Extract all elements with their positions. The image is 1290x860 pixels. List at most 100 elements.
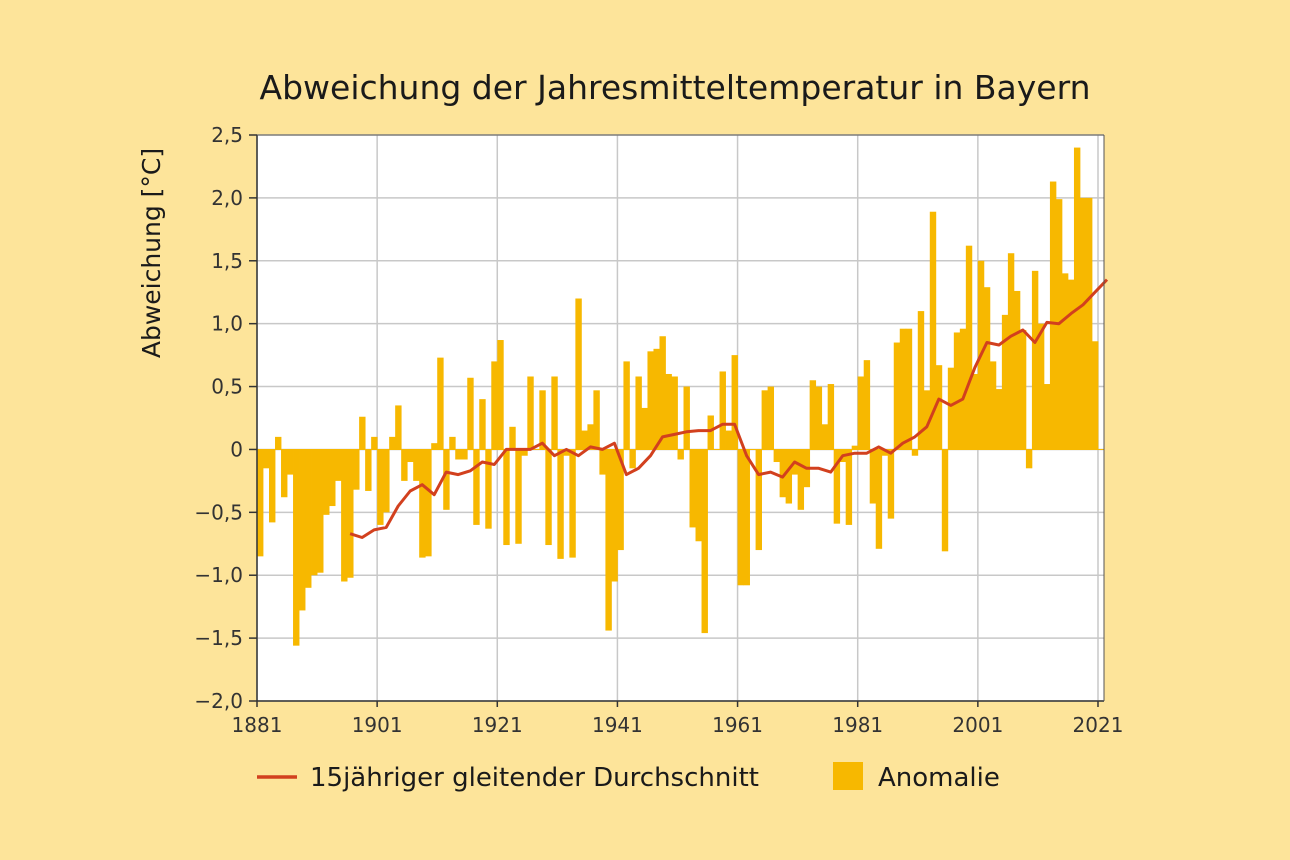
bar-1987 [893, 342, 901, 450]
bar-1888 [299, 449, 306, 611]
x-tick-label: 2021 [1073, 713, 1124, 737]
bar-1889 [305, 449, 312, 588]
bar-1947 [653, 348, 660, 450]
bar-1971 [797, 449, 805, 510]
bar-2006 [1007, 253, 1015, 450]
bar-1935 [581, 430, 588, 450]
legend-bar-swatch [833, 762, 863, 790]
bar-1928 [539, 390, 546, 450]
bar-2007 [1013, 290, 1021, 450]
bar-1910 [431, 443, 438, 450]
bar-2008 [1019, 329, 1027, 450]
bar-1914 [455, 449, 462, 460]
moving-average-line [349, 278, 1109, 539]
bar-1995 [941, 449, 949, 552]
y-tick-label: −1,5 [194, 626, 243, 650]
bar-1881 [257, 449, 264, 557]
bar-1932 [563, 449, 570, 456]
bar-2011 [1037, 323, 1045, 450]
bar-1968 [779, 449, 787, 498]
bar-1954 [695, 449, 702, 542]
bar-1973 [809, 380, 817, 450]
bar-1925 [521, 449, 528, 456]
bar-1929 [545, 449, 552, 546]
x-tick-labels: 1881 1901 1921 1941 1961 1981 2001 2021 [232, 713, 1124, 737]
bar-1952 [683, 386, 690, 450]
bar-1982 [863, 360, 871, 450]
bar-1894 [335, 449, 342, 481]
bar-2012 [1043, 384, 1051, 450]
bar-1989 [905, 328, 913, 450]
bar-2009 [1025, 449, 1033, 469]
x-tick-label: 1961 [712, 713, 763, 737]
bar-1906 [407, 449, 414, 463]
bar-1924 [515, 449, 522, 544]
legend: 15jähriger gleitender Durchschnitt Anoma… [257, 762, 1000, 793]
bar-1944 [635, 376, 642, 450]
bar-1937 [593, 390, 600, 450]
legend-bar-label: Anomalie [878, 763, 1000, 793]
bar-1955 [701, 449, 708, 634]
bar-2010 [1031, 270, 1039, 450]
x-tick-label: 2001 [952, 713, 1003, 737]
bar-1999 [965, 245, 973, 450]
bar-1902 [383, 449, 390, 513]
bar-2003 [989, 361, 997, 450]
bar-1917 [473, 449, 480, 525]
bar-1976 [827, 384, 835, 450]
bar-1992 [923, 390, 931, 450]
y-tick-label: 1,5 [211, 249, 243, 273]
bar-1980 [851, 445, 859, 450]
bar-1912 [443, 449, 450, 510]
bar-1994 [935, 365, 943, 450]
bar-1936 [587, 424, 594, 450]
bar-1950 [671, 376, 678, 450]
bar-1960 [731, 355, 738, 450]
bar-1930 [551, 376, 558, 450]
bar-1901 [377, 449, 384, 525]
bar-1931 [557, 449, 564, 559]
bar-2019 [1085, 197, 1093, 450]
bar-1939 [605, 449, 612, 631]
bar-1975 [821, 424, 829, 450]
y-axis-label: Abweichung [°C] [137, 148, 166, 358]
bar-1886 [287, 449, 294, 475]
bar-1949 [665, 373, 672, 450]
bar-1993 [929, 211, 937, 450]
bar-1953 [689, 449, 696, 528]
y-tick-label: 0,5 [211, 375, 243, 399]
bar-1977 [833, 449, 841, 524]
bar-1974 [815, 386, 823, 450]
bar-1965 [761, 390, 769, 450]
bar-1890 [311, 449, 318, 576]
bar-1915 [461, 449, 468, 460]
bar-1943 [629, 449, 636, 469]
bar-1904 [395, 405, 402, 450]
bar-1887 [293, 449, 300, 646]
bar-1984 [875, 449, 883, 549]
bar-2013 [1049, 181, 1057, 450]
bar-1969 [785, 449, 793, 504]
x-tick-label: 1901 [352, 713, 403, 737]
y-tick-label: 1,0 [211, 312, 243, 336]
bar-1933 [569, 449, 576, 558]
axes [249, 134, 1105, 707]
bar-1986 [887, 449, 895, 519]
bar-2004 [995, 389, 1003, 450]
bar-1896 [347, 449, 354, 578]
bar-1988 [899, 328, 907, 450]
bar-2017 [1073, 147, 1081, 450]
y-tick-label: 2,5 [211, 123, 243, 147]
bar-2000 [971, 373, 979, 450]
bar-1934 [575, 298, 582, 450]
bar-1948 [659, 336, 666, 450]
bar-1919 [485, 449, 492, 529]
bar-1940 [611, 449, 618, 582]
bar-1945 [641, 407, 648, 450]
y-tick-label: −0,5 [194, 500, 243, 524]
anomaly-bars [257, 147, 1099, 646]
y-tick-label: 0 [230, 437, 243, 461]
bar-1899 [365, 449, 372, 491]
